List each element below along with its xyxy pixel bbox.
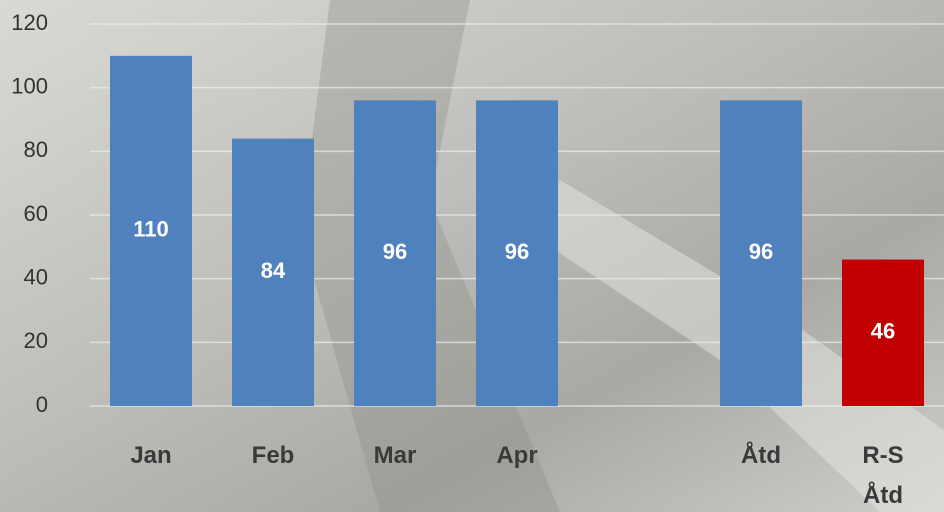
value-label: 110 [133,217,169,242]
x-tick-label: Mar [374,442,417,469]
y-tick-label: 100 [11,73,48,98]
y-tick-label: 0 [36,392,48,417]
page: 0 20 40 60 80 100 120 110 Jan 84 Feb 96 Mar 96 Apr 96 Åt… [0,0,944,512]
x-tick-label: Apr [496,442,537,469]
x-tick-label: Feb [252,442,295,469]
value-label: 96 [749,239,773,264]
value-label: 46 [871,319,895,344]
y-tick-label: 120 [11,10,48,35]
y-tick-label: 80 [24,137,48,162]
y-tick-label: 40 [24,264,48,289]
chart: 0 20 40 60 80 100 120 110 Jan 84 Feb 96 Mar 96 Apr 96 Åt… [0,0,944,512]
value-label: 96 [383,239,407,264]
value-label: 84 [261,258,286,283]
x-tick-label: Åtd [741,441,781,469]
value-label: 96 [505,239,529,264]
x-tick-label: Jan [130,442,171,469]
y-tick-label: 20 [24,328,48,353]
y-tick-label: 60 [24,201,48,226]
